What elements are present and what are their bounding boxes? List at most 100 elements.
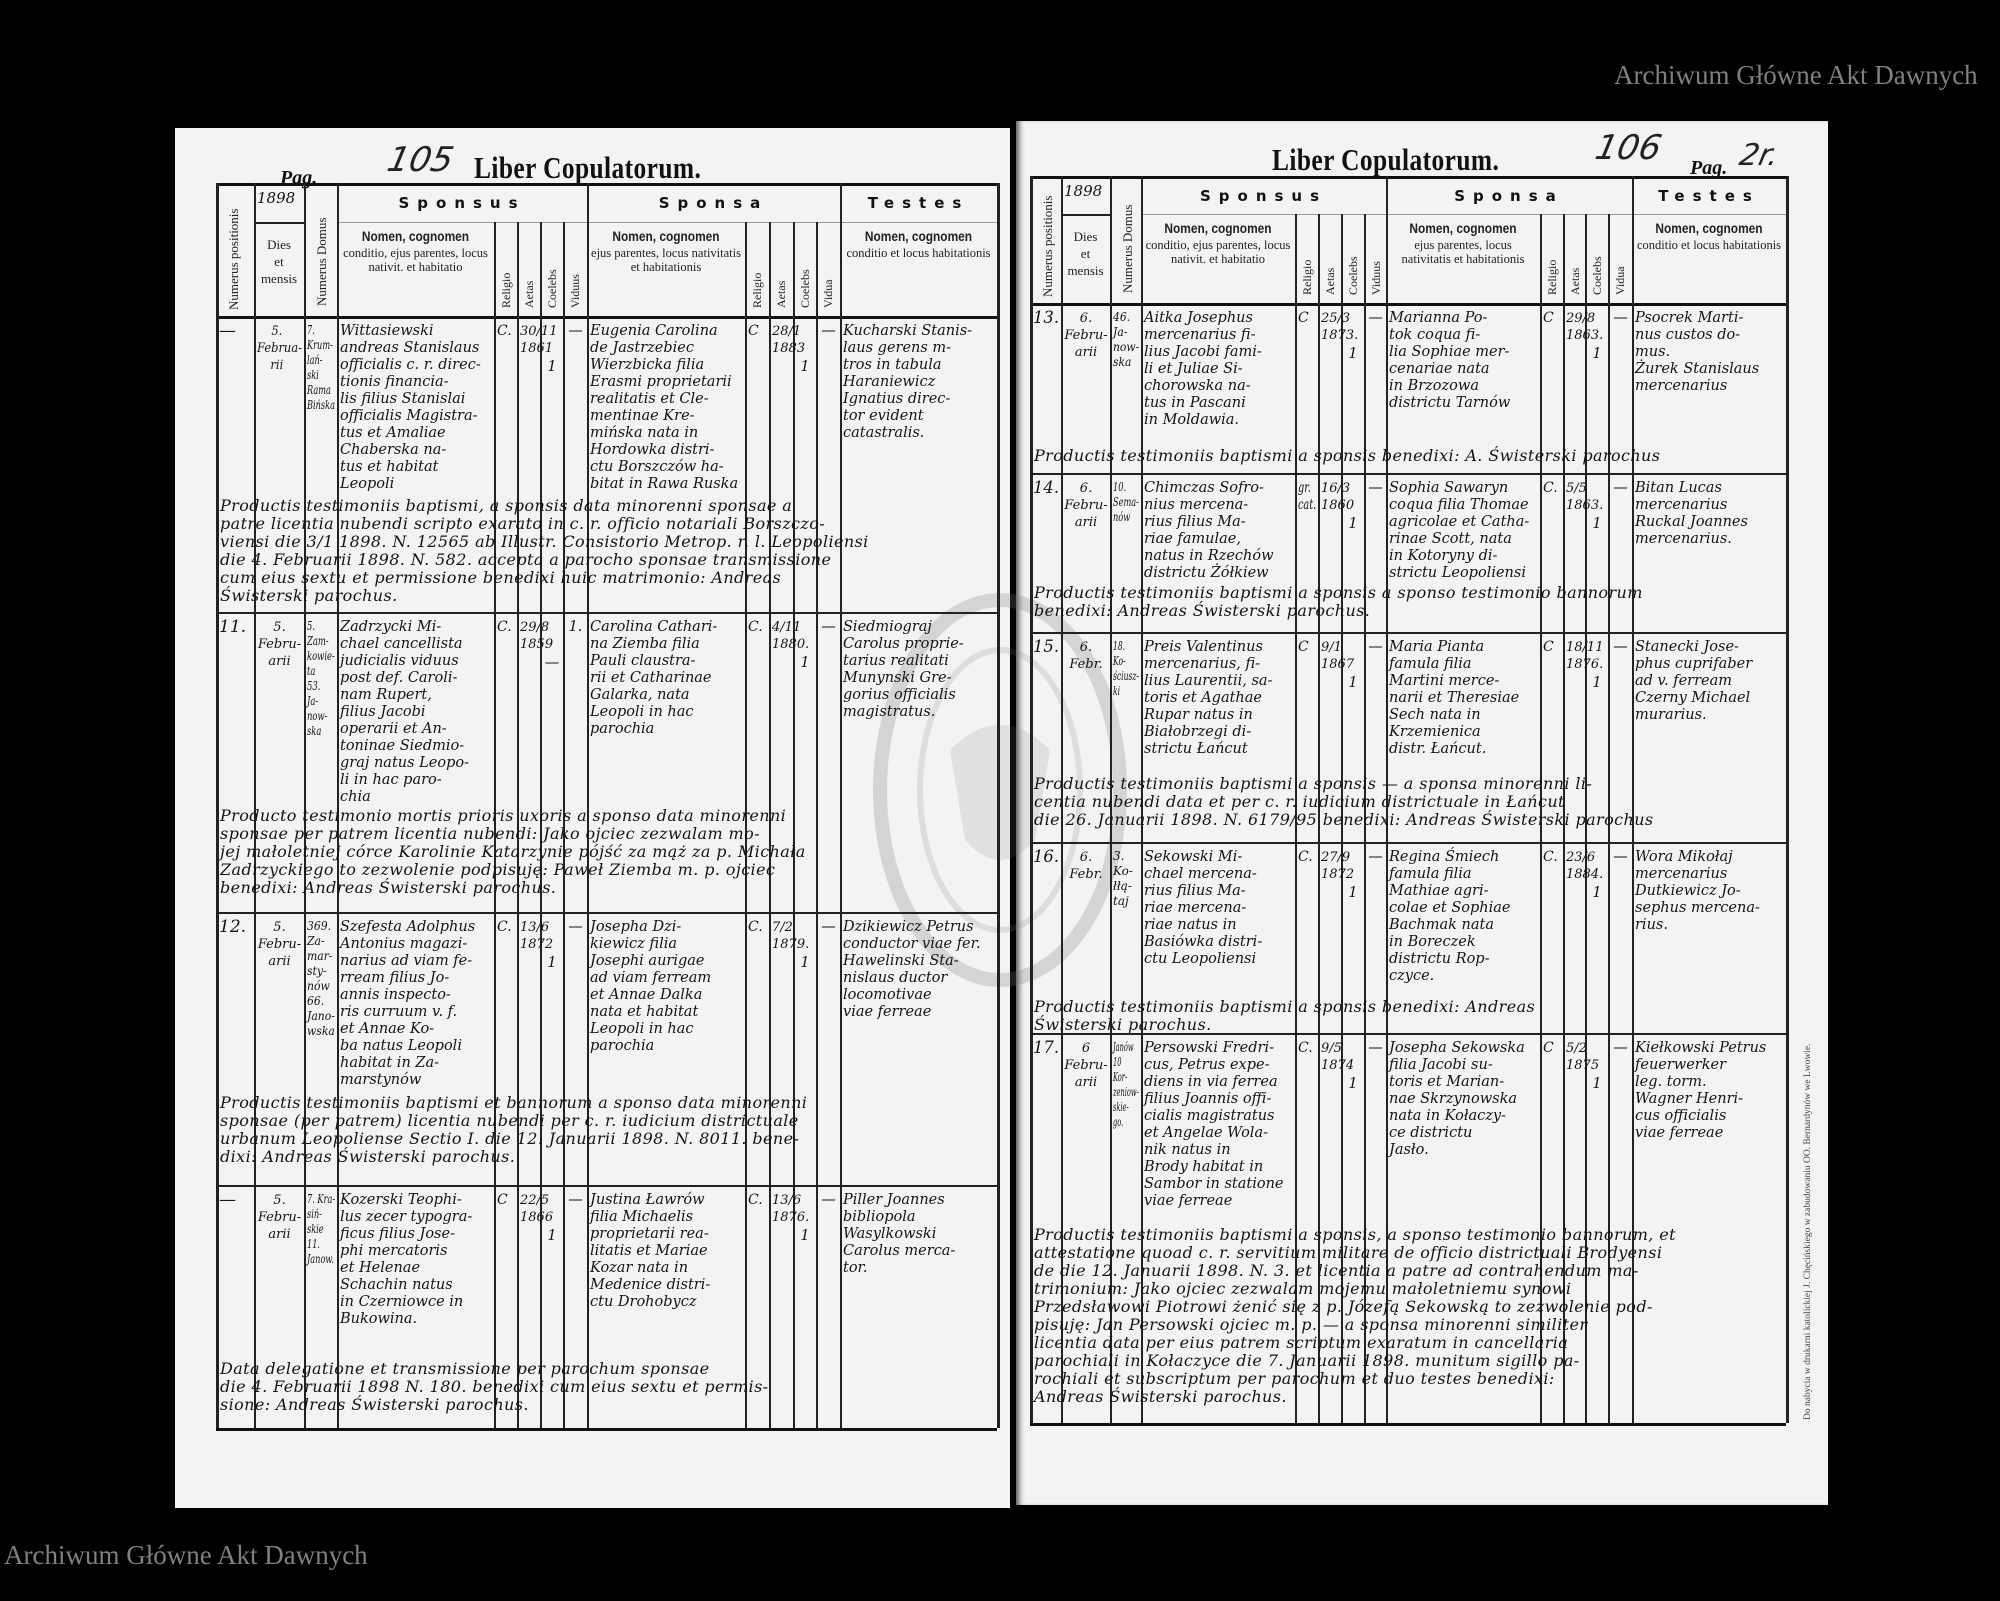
column-divider — [745, 222, 747, 1428]
entry-sponsa: Justina Ławrów filia Michaelis proprieta… — [590, 1192, 711, 1310]
header-sponsus-nomen: Nomen, cognomen conditio, ejus parentes, … — [1145, 220, 1291, 266]
column-divider — [1341, 214, 1343, 1423]
entry-note: Data delegatione et transmissione per pa… — [220, 1359, 769, 1414]
entry-sponsus-coelebs: 1 — [547, 955, 557, 971]
table-top-border — [216, 183, 997, 186]
header-religio: Religio — [1300, 259, 1314, 295]
entry-sponsus-religio: C — [497, 1192, 508, 1208]
entry-sponsa-aetas: 23/6 1884. — [1566, 850, 1604, 882]
entry-sponsa-coelebs: 1 — [1592, 516, 1602, 532]
group-header-divider — [1386, 214, 1632, 215]
entry-sponsus: Chimczas Sofro- nius mercena- rius filiu… — [1144, 480, 1274, 581]
column-divider — [1110, 176, 1112, 1423]
header-sponsus: Sponsus — [1199, 187, 1328, 205]
column-divider — [304, 183, 306, 1428]
entry-num: 16. — [1033, 847, 1060, 867]
entry-sponsus-coelebs: 1 — [1348, 675, 1358, 691]
nomen-cognomen-label: Nomen, cognomen — [612, 228, 720, 244]
archive-seal — [873, 593, 1127, 987]
entry-num: — — [219, 1190, 236, 1210]
entry-sponsa-coelebs: 1 — [1592, 346, 1602, 362]
entry-sponsa-aetas: 5/2 1875 — [1566, 1041, 1600, 1073]
entry-sponsus-religio: C. — [497, 619, 512, 635]
entry-sponsa-vidua: — — [1613, 1040, 1628, 1056]
entry-domus: 5. Zam- kowie- ta 53. Ja- now- ska — [307, 619, 335, 738]
entry-sponsus: Wittasiewski andreas Stanislaus official… — [340, 323, 481, 492]
column-divider — [793, 222, 795, 1428]
entry-sponsus-viduus: — — [1368, 849, 1383, 865]
entry-sponsa-vidua: — — [821, 619, 836, 635]
column-divider — [1608, 214, 1610, 1423]
row-divider — [1030, 473, 1786, 475]
entry-sponsa-vidua: — — [1613, 639, 1628, 655]
entry-num: 11. — [219, 617, 247, 637]
column-divider — [816, 222, 818, 1428]
entry-sponsus-viduus: — — [1368, 639, 1383, 655]
header-bottom-border — [216, 316, 997, 319]
nomen-cognomen-label: Nomen, cognomen — [1409, 220, 1517, 236]
entry-sponsus-religio: C. — [1298, 1040, 1313, 1056]
entry-sponsa-coelebs: 1 — [800, 359, 810, 375]
row-divider — [216, 612, 997, 614]
header-aetas: Aetas — [1323, 267, 1337, 295]
header-numerus-positionis: Numerus positionis — [1040, 195, 1055, 297]
entry-date: 5. Febru- arii — [257, 1193, 302, 1242]
group-header-divider — [1141, 214, 1386, 215]
column-divider — [769, 222, 771, 1428]
header-viduus: Viduus — [568, 274, 582, 308]
column-divider — [540, 222, 542, 1428]
column-description: ejus parentes, locus nativitatis et habi… — [1401, 238, 1525, 266]
entry-testes: Wora Mikołaj mercenarius Dutkiewicz Jo- … — [1635, 849, 1760, 933]
entry-sponsus-aetas: 30/11 1861 — [520, 324, 558, 356]
entry-sponsus-viduus: — — [1368, 480, 1383, 496]
printer-imprint: Do nabycia w drukarni katolickiej J. Chę… — [1803, 1043, 1813, 1420]
entry-sponsa-vidua: — — [821, 919, 836, 935]
entry-domus: 7. Kra- siń- skie 11. Janow. — [307, 1192, 335, 1266]
entry-domus: 46. Ja- now- ska — [1113, 310, 1140, 369]
entry-note: Producto testimonio mortis prioris uxori… — [220, 806, 806, 897]
entry-sponsa-vidua: — — [1613, 310, 1628, 326]
header-sponsa-nomen: Nomen, cognomen ejus parentes, locus nati… — [591, 228, 741, 274]
header-year: 1898 — [1064, 182, 1103, 200]
header-year: 1898 — [257, 189, 296, 207]
entry-sponsus-viduus: — — [568, 919, 583, 935]
pag-label: Pag. — [1690, 157, 1728, 179]
entry-num: 15. — [1033, 637, 1060, 657]
entry-testes: Dzikiewicz Petrus conductor viae fer. Ha… — [843, 919, 981, 1020]
column-divider — [216, 183, 219, 1428]
entry-sponsus-coelebs: 1 — [1348, 516, 1358, 532]
header-sponsa-nomen: Nomen, cognomen ejus parentes, locus nati… — [1390, 220, 1536, 266]
entry-sponsa-religio: C. — [748, 619, 763, 635]
column-divider — [1585, 214, 1587, 1423]
entry-sponsa-aetas: 5/5 1863. — [1566, 481, 1604, 513]
header-religio: Religio — [750, 272, 764, 308]
column-divider — [337, 183, 339, 1428]
entry-sponsus-aetas: 22/5 1866 — [520, 1193, 554, 1225]
entry-note: Productis testimoniis baptismi a sponsis… — [1034, 997, 1536, 1034]
entry-date: 5. Februa- rii — [257, 324, 303, 373]
entry-sponsa-aetas: 7/2 1879. — [772, 920, 810, 952]
group-header-divider — [587, 222, 840, 223]
header-sponsa: Sponsa — [1454, 187, 1564, 205]
entry-sponsus-aetas: 9/5 1874 — [1321, 1041, 1355, 1073]
entry-sponsus: Aitka Josephus mercenarius fi- lius Jaco… — [1144, 310, 1262, 428]
header-dies-et-mensis: Dies et mensis — [260, 237, 298, 286]
entry-sponsa-coelebs: 1 — [800, 655, 810, 671]
column-divider — [1786, 176, 1789, 1423]
entry-note: Productis testimoniis baptismi a sponsis… — [1034, 1225, 1676, 1406]
header-vidua: Vidua — [1613, 266, 1627, 295]
entry-domus: 10. Sema- nów — [1113, 480, 1139, 524]
entry-sponsus-aetas: 27/9 1872 — [1321, 850, 1355, 882]
entry-domus: Janów 10 Kor- zeniow- skie- go. — [1113, 1040, 1139, 1129]
group-header-divider — [1061, 214, 1110, 216]
header-sponsus-nomen: Nomen, cognomen conditio, ejus parentes, … — [341, 228, 490, 274]
entry-domus: 18. Ko- ściusz- ki — [1113, 639, 1139, 698]
group-header-divider — [337, 222, 587, 223]
header-vidua: Vidua — [821, 279, 835, 308]
folio-number: 106 — [1591, 128, 1666, 168]
entry-sponsa: Maria Pianta famula filia Martini merce-… — [1389, 639, 1520, 757]
column-divider — [1386, 176, 1388, 1423]
header-coelebs: Coelebs — [798, 269, 812, 308]
column-divider — [1318, 214, 1320, 1423]
entry-sponsus: Sekowski Mi- chael mercena- rius filius … — [1144, 849, 1263, 967]
